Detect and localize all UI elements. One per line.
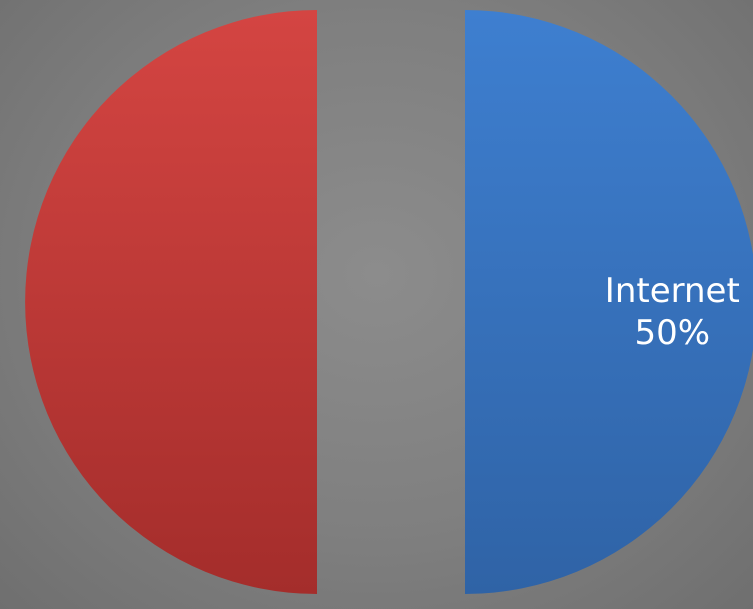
- slice-label-internet: Internet: [605, 271, 740, 311]
- slice-value-internet: 50%: [635, 313, 711, 353]
- pie-slice-internet: [465, 10, 753, 594]
- pie-slice-other: [25, 10, 317, 594]
